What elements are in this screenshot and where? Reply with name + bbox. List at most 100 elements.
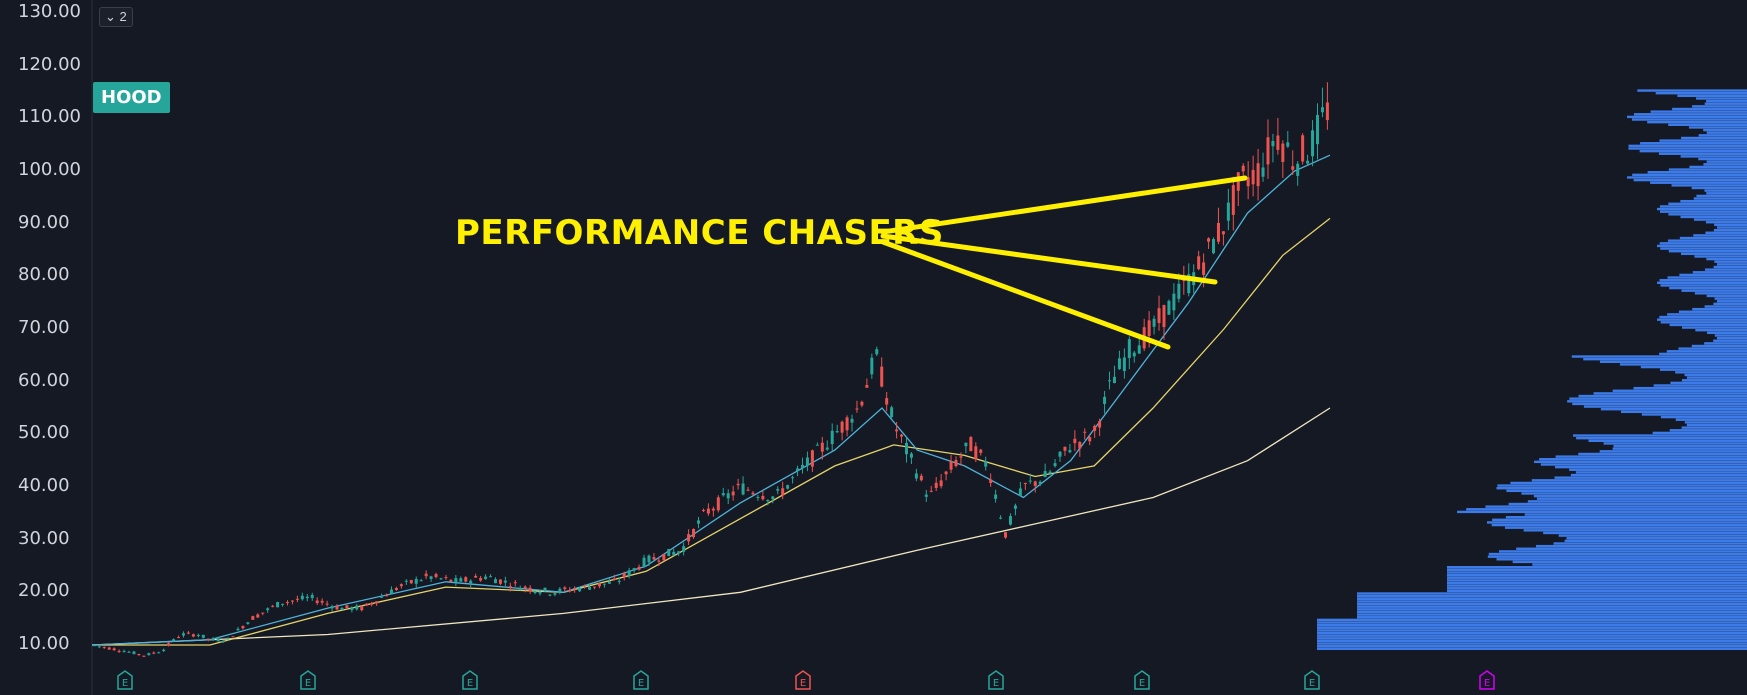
candle-body xyxy=(835,431,839,433)
volume-profile-bar xyxy=(1570,473,1747,477)
volume-profile-bar xyxy=(1641,413,1747,416)
collapse-badge[interactable]: ⌄ 2 xyxy=(99,7,133,27)
y-tick-label: 70.00 xyxy=(18,317,70,338)
volume-profile-bar xyxy=(1357,602,1747,606)
volume-profile-bar xyxy=(1659,205,1747,208)
volume-profile-bar xyxy=(1650,181,1747,184)
candle-body xyxy=(909,453,913,458)
candle-body xyxy=(300,595,304,600)
candle-body xyxy=(1286,142,1290,147)
candle-body xyxy=(711,508,715,511)
candle-body xyxy=(186,632,190,634)
earnings-marker-icon[interactable]: E xyxy=(1303,670,1321,690)
y-tick-label: 20.00 xyxy=(18,580,70,602)
volume-profile-bar xyxy=(1357,608,1747,611)
volume-profile-bar xyxy=(1317,634,1747,637)
candle-body xyxy=(865,384,869,388)
volume-profile-bar xyxy=(1670,381,1747,385)
candle-body xyxy=(429,576,433,579)
candle-body xyxy=(246,622,250,624)
volume-profile-bar xyxy=(1554,465,1747,469)
earnings-marker-icon[interactable]: E xyxy=(116,670,134,690)
volume-profile-bar xyxy=(1633,178,1747,182)
volume-profile-bar xyxy=(1506,489,1747,493)
volume-profile-bar xyxy=(1660,284,1747,287)
volume-profile-bar xyxy=(1447,571,1747,574)
candle-body xyxy=(766,499,770,502)
candle-body xyxy=(870,357,874,375)
candle-body xyxy=(1137,345,1141,354)
svg-text:E: E xyxy=(305,678,311,689)
candle-body xyxy=(939,480,943,487)
volume-profile-bar xyxy=(1713,228,1747,232)
volume-profile-bar xyxy=(1317,618,1747,622)
volume-profile-bar xyxy=(1672,107,1747,111)
volume-profile-bar xyxy=(1675,371,1747,374)
ma-mid-line xyxy=(92,217,1331,646)
candle-body xyxy=(508,586,512,588)
candle-body xyxy=(350,607,354,611)
volume-profile-bar xyxy=(1631,118,1747,121)
candle-body xyxy=(954,459,958,467)
volume-profile-bar xyxy=(1533,494,1747,498)
earnings-marker-icon[interactable]: E xyxy=(987,670,1005,690)
candle-body xyxy=(147,653,151,656)
volume-profile-bar xyxy=(1317,647,1747,651)
candle-body xyxy=(1013,505,1017,509)
volume-profile-bar xyxy=(1647,171,1747,174)
candle-body xyxy=(498,579,502,584)
candle-body xyxy=(1291,166,1295,170)
candle-body xyxy=(1281,143,1285,162)
volume-profile-bar xyxy=(1357,594,1747,598)
candle-body xyxy=(479,577,483,581)
candle-body xyxy=(1053,463,1057,467)
earnings-marker-icon[interactable]: E xyxy=(299,670,317,690)
candle-body xyxy=(360,606,364,611)
candle-body xyxy=(1157,308,1161,324)
candle-body xyxy=(137,654,141,656)
candle-body xyxy=(1048,471,1052,474)
candle-body xyxy=(266,608,270,611)
volume-profile-bar xyxy=(1447,566,1747,569)
volume-profile-bar xyxy=(1669,323,1747,327)
candle-body xyxy=(1122,357,1126,372)
candle-body xyxy=(345,605,349,609)
volume-profile-bar xyxy=(1572,402,1747,406)
earnings-marker-icon[interactable]: E xyxy=(1133,670,1151,690)
volume-profile-bar xyxy=(1657,207,1747,211)
candle-body xyxy=(607,581,611,584)
volume-profile-bar xyxy=(1567,400,1747,403)
volume-profile-bar xyxy=(1588,439,1747,442)
volume-profile-bar xyxy=(1713,265,1747,269)
annotation-text: PERFORMANCE CHASERS xyxy=(455,213,944,253)
earnings-marker-icon[interactable]: E xyxy=(794,670,812,690)
volume-profile-bar xyxy=(1485,505,1747,508)
candle-body xyxy=(637,566,641,570)
candle-body xyxy=(1251,169,1255,185)
candle-body xyxy=(1256,163,1260,187)
y-tick-label: 100.00 xyxy=(18,159,81,180)
earnings-marker-icon[interactable]: E xyxy=(461,670,479,690)
candle-body xyxy=(439,578,443,580)
volume-profile-bar xyxy=(1516,547,1747,550)
candle-body xyxy=(1098,421,1102,428)
volume-profile-bar xyxy=(1612,389,1747,392)
volume-profile-bar xyxy=(1569,397,1747,400)
candle-body xyxy=(375,601,379,604)
candle-body xyxy=(697,520,701,524)
candle-body xyxy=(627,570,631,576)
candle-body xyxy=(162,649,166,651)
volume-profile-bar xyxy=(1704,268,1747,271)
volume-profile-bar xyxy=(1706,294,1747,298)
earnings-marker-icon[interactable]: E xyxy=(1478,670,1496,690)
volume-profile-bar xyxy=(1317,637,1747,640)
volume-profile-bar xyxy=(1566,537,1747,540)
volume-profile-bar xyxy=(1535,544,1747,548)
candle-body xyxy=(726,493,730,499)
volume-profile-bar xyxy=(1492,518,1747,521)
volume-profile-bar xyxy=(1680,155,1747,158)
y-tick-label: 50.00 xyxy=(18,422,70,444)
candle-body xyxy=(464,577,468,582)
earnings-marker-icon[interactable]: E xyxy=(632,670,650,690)
